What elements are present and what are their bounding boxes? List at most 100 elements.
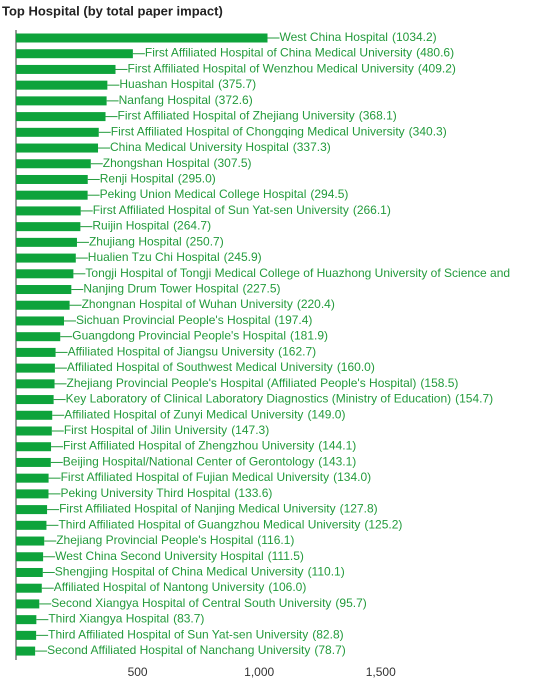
- category-label: Tongji Hospital of Tongji Medical Colleg…: [85, 266, 510, 280]
- bar: [16, 206, 81, 216]
- category-label: First Affiliated Hospital of Nanjing Med…: [59, 502, 336, 516]
- bar-label: Guangdong Provincial People's Hospital (1…: [72, 329, 328, 343]
- bar-label: First Affiliated Hospital of Fujian Medi…: [61, 470, 372, 484]
- x-tick-label: 1,000: [244, 665, 274, 679]
- bar-label: Renji Hospital (295.0): [100, 172, 216, 186]
- bar-label: Peking University Third Hospital (133.6): [60, 486, 272, 500]
- bar: [16, 426, 52, 436]
- category-label: Zhujiang Hospital: [89, 235, 182, 249]
- bar-label: Third Xiangya Hospital (83.7): [48, 612, 204, 626]
- category-label: Sichuan Provincial People's Hospital: [76, 313, 270, 327]
- category-label: Zhejiang Provincial People's Hospital (A…: [67, 376, 417, 390]
- bar-label: Third Affiliated Hospital of Guangzhou M…: [58, 517, 402, 531]
- value-label: (227.5): [243, 282, 281, 296]
- value-label: (368.1): [359, 109, 397, 123]
- bar: [16, 583, 42, 593]
- bar: [16, 269, 74, 279]
- bar: [16, 332, 61, 342]
- category-label: Hualien Tzu Chi Hospital: [88, 250, 220, 264]
- value-label: (83.7): [173, 612, 204, 626]
- bar-label: First Hospital of Jilin University (147.3…: [64, 423, 269, 437]
- value-label: (158.5): [420, 376, 458, 390]
- value-label: (106.0): [268, 580, 306, 594]
- category-label: First Affiliated Hospital of Fujian Medi…: [61, 470, 330, 484]
- category-label: Zhejiang Provincial People's Hospital: [56, 533, 253, 547]
- category-label: Zhongnan Hospital of Wuhan University: [82, 297, 293, 311]
- value-label: (375.7): [218, 77, 256, 91]
- value-label: (372.6): [215, 93, 253, 107]
- chart-title: Top Hospital (by total paper impact): [2, 3, 223, 18]
- bar: [16, 442, 52, 452]
- category-label: First Affiliated Hospital of Zhengzhou U…: [63, 439, 314, 453]
- value-label: (127.8): [340, 502, 378, 516]
- value-label: (125.2): [364, 517, 402, 531]
- category-label: Renji Hospital: [100, 172, 174, 186]
- x-tick-label: 1,500: [366, 665, 396, 679]
- value-label: (162.7): [278, 345, 316, 359]
- bar-label: First Affiliated Hospital of Nanjing Med…: [59, 502, 378, 516]
- value-label: (149.0): [307, 407, 345, 421]
- category-label: Third Affiliated Hospital of Sun Yat-sen…: [48, 628, 308, 642]
- bar: [16, 395, 54, 405]
- value-label: (337.3): [293, 140, 331, 154]
- value-label: (1034.2): [392, 30, 437, 44]
- value-label: (250.7): [186, 235, 224, 249]
- bar: [16, 159, 91, 169]
- bar: [16, 347, 56, 357]
- bar-label: Affiliated Hospital of Southwest Medical…: [67, 360, 375, 374]
- bar-label: Second Xiangya Hospital of Central South…: [51, 596, 367, 610]
- category-label: Peking Union Medical College Hospital: [100, 187, 307, 201]
- bar-label: China Medical University Hospital (337.3): [110, 140, 331, 154]
- bar-label: Shengjing Hospital of China Medical Univ…: [55, 565, 345, 579]
- category-label: West China Hospital: [279, 30, 388, 44]
- bar: [16, 363, 55, 373]
- category-label: Beijing Hospital/National Center of Gero…: [63, 455, 314, 469]
- category-label: Affiliated Hospital of Southwest Medical…: [67, 360, 333, 374]
- bar: [16, 49, 133, 59]
- value-label: (144.1): [318, 439, 356, 453]
- category-label: West China Second University Hospital: [55, 549, 264, 563]
- bar-label: Sichuan Provincial People's Hospital (197…: [76, 313, 312, 327]
- bar: [16, 112, 106, 122]
- category-label: First Affiliated Hospital of China Medic…: [145, 46, 412, 60]
- bar: [16, 473, 49, 483]
- bar: [16, 379, 55, 389]
- value-label: (181.9): [290, 329, 328, 343]
- bar-label: Nanfang Hospital (372.6): [119, 93, 253, 107]
- value-label: (160.0): [337, 360, 375, 374]
- bar-label: Zhejiang Provincial People's Hospital (A…: [67, 376, 459, 390]
- category-label: Second Affiliated Hospital of Nanchang U…: [47, 643, 310, 657]
- value-label: (95.7): [335, 596, 366, 610]
- bar: [16, 567, 43, 577]
- bar: [16, 599, 40, 609]
- value-label: (116.1): [257, 533, 294, 547]
- category-label: Ruijin Hospital: [92, 219, 169, 233]
- bar-label: Tongji Hospital of Tongji Medical Colleg…: [85, 266, 510, 280]
- bar: [16, 300, 70, 310]
- category-label: First Affiliated Hospital of Sun Yat-sen…: [93, 203, 349, 217]
- bar: [16, 615, 37, 625]
- category-label: First Hospital of Jilin University: [64, 423, 227, 437]
- category-label: Nanjing Drum Tower Hospital: [83, 282, 238, 296]
- value-label: (82.8): [312, 628, 343, 642]
- category-label: Shengjing Hospital of China Medical Univ…: [55, 565, 304, 579]
- value-label: (197.4): [274, 313, 312, 327]
- bar-label: First Affiliated Hospital of Chongqing M…: [111, 124, 447, 138]
- category-label: Affiliated Hospital of Zunyi Medical Uni…: [64, 407, 303, 421]
- bar-label: Huashan Hospital (375.7): [119, 77, 256, 91]
- value-label: (264.7): [173, 219, 211, 233]
- bar: [16, 505, 48, 515]
- bar: [16, 630, 37, 640]
- bar-label: Beijing Hospital/National Center of Gero…: [63, 455, 357, 469]
- bar-label: First Affiliated Hospital of Sun Yat-sen…: [93, 203, 391, 217]
- bar-label: First Affiliated Hospital of Wenzhou Med…: [128, 62, 456, 76]
- category-label: Zhongshan Hospital: [103, 156, 210, 170]
- value-label: (307.5): [214, 156, 252, 170]
- bar-label: West China Second University Hospital (11…: [55, 549, 304, 563]
- value-label: (110.1): [308, 565, 345, 579]
- bar-label: Nanjing Drum Tower Hospital (227.5): [83, 282, 280, 296]
- bar-label: First Affiliated Hospital of China Medic…: [145, 46, 454, 60]
- bar-label: First Affiliated Hospital of Zhengzhou U…: [63, 439, 356, 453]
- value-label: (266.1): [353, 203, 391, 217]
- category-label: Peking University Third Hospital: [60, 486, 230, 500]
